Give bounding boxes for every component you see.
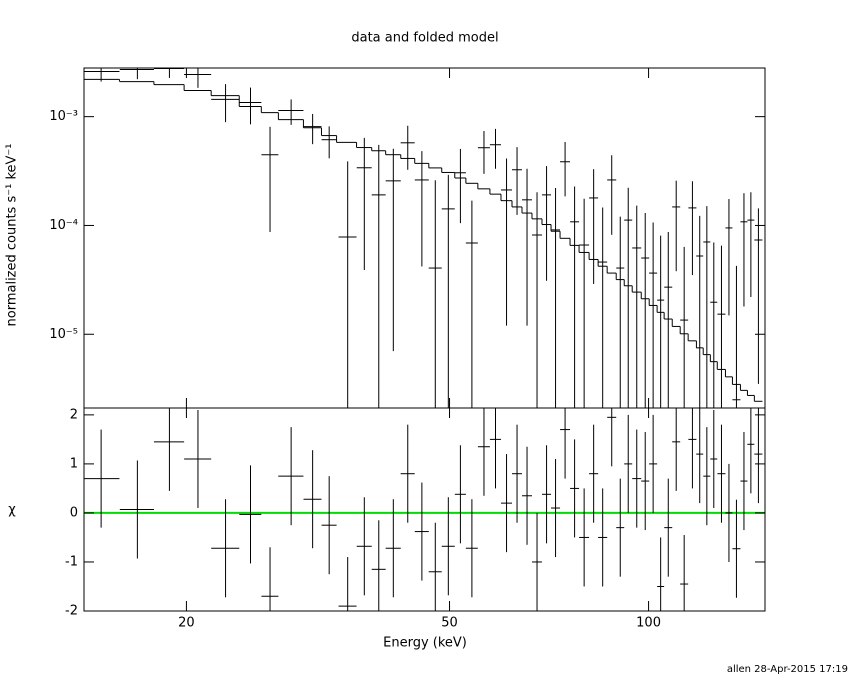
x-tick-label: 100 — [636, 616, 661, 631]
x-axis-label: Energy (keV) — [383, 636, 467, 651]
x-tick-label: 50 — [441, 616, 458, 631]
residual-axis-label: χ — [8, 503, 16, 518]
footer: allen 28-Apr-2015 17:19 — [727, 664, 848, 675]
y-tick-label: 0 — [70, 505, 78, 520]
y-tick-label: 1 — [70, 456, 78, 471]
y-tick-label: -1 — [65, 554, 78, 569]
y-tick-label: 10⁻³ — [49, 109, 78, 124]
chart-title: data and folded model — [351, 31, 498, 46]
x-tick-label: 20 — [178, 616, 195, 631]
bottom-frame — [83, 407, 766, 612]
y-tick-label: 10⁻⁴ — [49, 218, 78, 233]
y-tick-label: 2 — [70, 407, 78, 422]
top-plot — [84, 68, 763, 408]
y-axis-label: normalized counts s⁻¹ keV⁻¹ — [5, 144, 20, 327]
y-tick-label: 10⁻⁵ — [49, 327, 78, 342]
y-tick-label: -2 — [65, 604, 78, 619]
residual-plot — [84, 408, 765, 611]
